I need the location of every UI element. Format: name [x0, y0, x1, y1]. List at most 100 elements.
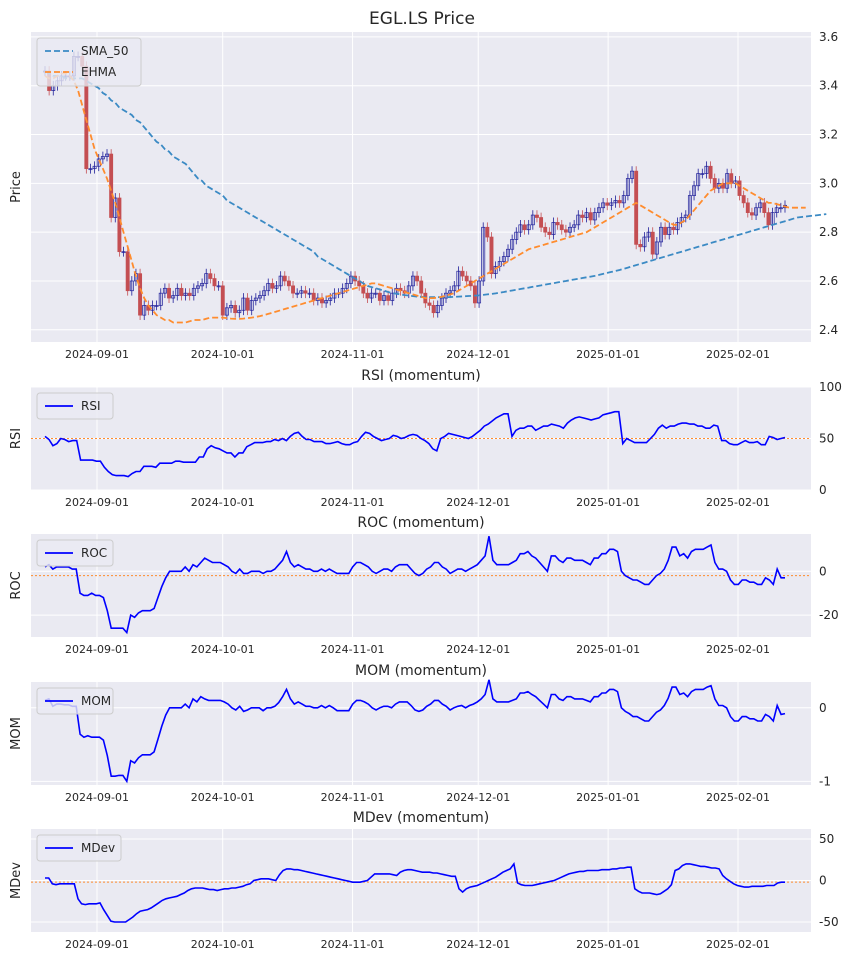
x-tick-label: 2025-02-01: [706, 938, 770, 951]
candle-up: [274, 285, 279, 289]
candle-up: [518, 224, 523, 233]
candle-down: [663, 226, 668, 235]
candle-up: [758, 202, 763, 209]
series-mom: [44, 679, 786, 784]
x-tick-label: 2024-10-01: [191, 938, 255, 951]
legend-box: [36, 834, 122, 862]
candle-down: [580, 214, 585, 218]
candle-up: [249, 300, 254, 311]
candle-down: [737, 180, 742, 196]
candle-down: [762, 202, 767, 213]
candle-down: [303, 290, 308, 294]
x-tick-label: 2024-09-01: [65, 643, 129, 656]
legend-label: MDev: [81, 841, 115, 855]
candle-down: [427, 302, 432, 306]
candle-up: [191, 287, 196, 296]
legend-label: ROC: [81, 546, 107, 560]
candle-up: [332, 292, 337, 299]
candle-up: [154, 305, 159, 307]
candle-up: [253, 297, 258, 301]
candle-up: [696, 173, 701, 187]
legend: MOM: [36, 687, 114, 715]
candle-up: [410, 275, 415, 287]
candle-up: [183, 292, 188, 296]
candle-down: [377, 292, 382, 301]
candle-down: [125, 251, 130, 292]
legend-label: RSI: [81, 399, 101, 413]
candle-down: [547, 231, 552, 235]
candle-down: [638, 244, 643, 248]
legend-label-sma-50: SMA_50: [81, 44, 128, 58]
panel-2: 2024-09-01 2024-10-01 2024-11-01 2024-12-01…: [9, 515, 839, 656]
candle-down: [555, 222, 560, 226]
candle-down: [489, 236, 494, 275]
candle-down: [485, 226, 490, 238]
candle-down: [708, 165, 713, 179]
candle-up: [439, 297, 444, 306]
figure-title: EGL.LS Price: [369, 9, 475, 29]
y-tick-label: 3.2: [819, 128, 838, 142]
x-tick-label: 2025-01-01: [576, 938, 640, 951]
candle-up: [158, 292, 163, 306]
plot-area: [31, 682, 811, 785]
x-tick-label: 2024-10-01: [191, 643, 255, 656]
candle-up: [92, 165, 97, 170]
y-tick-label: -1: [819, 774, 831, 788]
x-tick-label: 2025-01-01: [576, 348, 640, 361]
candle-down: [138, 273, 143, 316]
candle-up: [328, 297, 333, 301]
x-tick-label: 2024-09-01: [65, 496, 129, 509]
panel-1: 2024-09-01 2024-10-01 2024-11-01 2024-12-01…: [9, 368, 842, 509]
candle-up: [576, 214, 581, 226]
series-mdev: [45, 861, 785, 923]
candle-up: [675, 222, 680, 231]
candle-up: [307, 292, 312, 295]
y-tick-label: 0: [819, 564, 827, 578]
y-tick-label: 50: [819, 832, 834, 846]
candle-up: [105, 153, 109, 157]
y-axis-label: Price: [9, 171, 24, 203]
candle-down: [311, 292, 316, 301]
y-tick-label: 100: [819, 380, 842, 394]
y-tick-label: 0: [819, 483, 827, 497]
x-tick-label: 2025-02-01: [706, 348, 770, 361]
y-tick-label: 0: [819, 701, 827, 715]
candle-up: [129, 280, 134, 292]
x-tick-label: 2025-02-01: [706, 643, 770, 656]
candle-up: [477, 280, 482, 304]
panel-4: 2024-09-01 2024-10-01 2024-11-01 2024-12-01…: [9, 810, 839, 951]
candle-down: [535, 214, 539, 218]
candle-up: [646, 231, 651, 238]
candle-down: [233, 305, 238, 314]
candle-up: [382, 295, 386, 301]
candle-down: [357, 280, 362, 287]
candle-up: [196, 285, 200, 289]
candle-down: [605, 202, 610, 206]
legend: SMA_50 EHMA: [36, 37, 142, 87]
candle-down: [745, 202, 750, 213]
legend-box: [36, 392, 114, 420]
y-tick-label: 2.6: [819, 274, 838, 288]
candle-down: [282, 275, 287, 282]
x-tick-label: 2024-09-01: [65, 348, 129, 361]
series-sma-50: [44, 70, 827, 299]
x-tick-label: 2024-12-01: [446, 938, 510, 951]
candle-down: [208, 273, 213, 279]
candle-down: [270, 283, 275, 289]
candle-down: [245, 297, 250, 311]
candle-down: [187, 292, 192, 296]
candle-down: [539, 217, 544, 228]
plot-area: [31, 534, 811, 637]
candle-up: [348, 275, 353, 284]
candle-up: [613, 200, 618, 204]
candle-down: [464, 275, 469, 282]
candle-up: [237, 309, 242, 314]
candle-up: [278, 275, 283, 287]
legend: MDev: [36, 834, 122, 862]
candle-up: [481, 226, 486, 282]
candle-down: [749, 212, 754, 216]
y-tick-label: 0: [819, 874, 827, 888]
legend: ROC: [36, 539, 114, 567]
x-tick-label: 2025-01-01: [576, 496, 640, 509]
